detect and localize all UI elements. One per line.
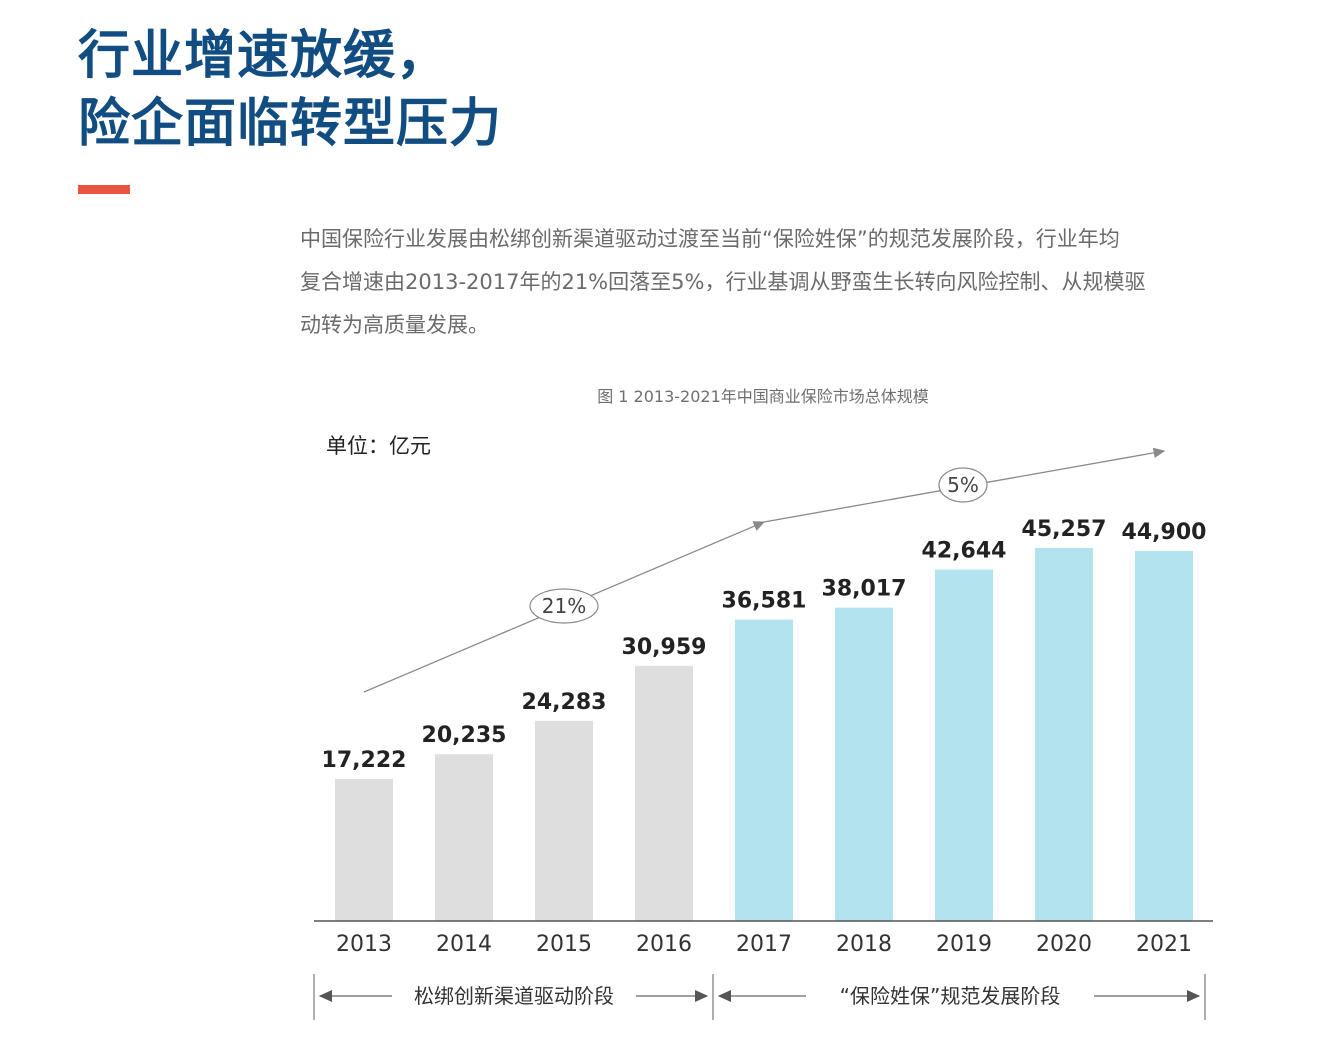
trend-layer: 21% 5% xyxy=(363,447,1166,693)
x-tick-label-2013: 2013 xyxy=(336,932,392,957)
bar-2019 xyxy=(935,569,993,921)
bar-2015 xyxy=(535,720,593,921)
unit-label: 单位：亿元 xyxy=(326,434,431,458)
value-label-2020: 45,257 xyxy=(1022,517,1107,542)
accent-bar xyxy=(78,185,130,194)
x-tick-label-2020: 2020 xyxy=(1036,932,1092,957)
x-tick-label-2019: 2019 xyxy=(936,932,992,957)
bar-2020 xyxy=(1035,547,1093,921)
chart-caption: 图 1 2013-2021年中国商业保险市场总体规模 xyxy=(597,387,929,406)
page-title-line-2: 险企面临转型压力 xyxy=(78,94,503,154)
intro-line-1: 中国保险行业发展由松绑创新渠道驱动过渡至当前“保险姓保”的规范发展阶段，行业年均 xyxy=(300,227,1120,251)
value-label-2019: 42,644 xyxy=(922,539,1007,564)
growth-bubble-2 xyxy=(938,467,988,503)
x-tick-label-2016: 2016 xyxy=(636,932,692,957)
intro-paragraph: 中国保险行业发展由松绑创新渠道驱动过渡至当前“保险姓保”的规范发展阶段，行业年均… xyxy=(300,218,1240,347)
growth-bubble-1 xyxy=(529,588,599,624)
bar-2014 xyxy=(435,754,493,921)
stage-layer: 松绑创新渠道驱动阶段 “保险姓保”规范发展阶段 xyxy=(313,974,1206,1020)
stage-label-2: “保险姓保”规范发展阶段 xyxy=(840,984,1061,1008)
bar-2016 xyxy=(635,665,693,921)
bar-2013 xyxy=(335,779,393,921)
value-label-2021: 44,900 xyxy=(1122,520,1207,545)
intro-line-2: 复合增速由2013-2017年的21%回落至5%，行业基调从野蛮生长转向风险控制… xyxy=(300,270,1146,294)
bar-2017 xyxy=(735,619,793,921)
bar-2021 xyxy=(1135,550,1193,921)
x-tick-label-2014: 2014 xyxy=(436,932,492,957)
bars-layer: 17,222 2013 20,235 2014 24,283 2015 30,959 2016… xyxy=(314,517,1213,957)
intro-line-3: 动转为高质量发展。 xyxy=(300,313,489,337)
value-label-2015: 24,283 xyxy=(522,690,607,715)
page-title: 行业增速放缓， 险企面临转型压力 xyxy=(78,22,502,158)
value-label-2014: 20,235 xyxy=(422,723,507,748)
x-tick-label-2021: 2021 xyxy=(1136,932,1192,957)
value-label-2013: 17,222 xyxy=(322,748,407,773)
growth-label-2: 5% xyxy=(947,473,979,497)
x-tick-label-2017: 2017 xyxy=(736,932,792,957)
growth-label-1: 21% xyxy=(542,594,586,618)
x-tick-label-2018: 2018 xyxy=(836,932,892,957)
page-title-line-1: 行业增速放缓， xyxy=(78,26,450,86)
bar-2018 xyxy=(835,607,893,921)
stage-label-1: 松绑创新渠道驱动阶段 xyxy=(414,984,614,1008)
value-label-2018: 38,017 xyxy=(822,577,907,602)
value-label-2016: 30,959 xyxy=(622,635,707,660)
x-tick-label-2015: 2015 xyxy=(536,932,592,957)
value-label-2017: 36,581 xyxy=(722,588,807,613)
